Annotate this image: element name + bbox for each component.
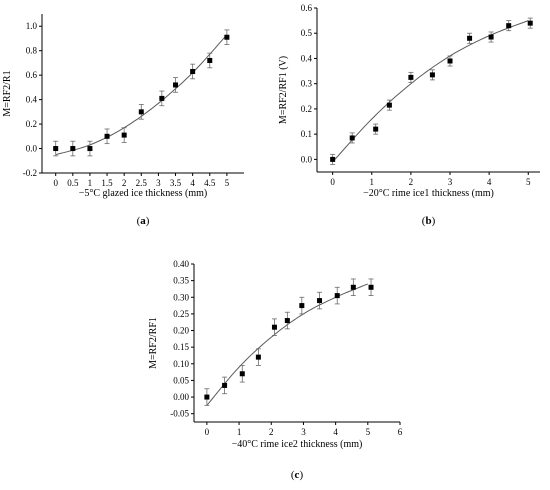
y-tick-label: -0.05: [170, 409, 189, 419]
data-point: [138, 109, 144, 115]
y-tick-label: 0.5: [301, 28, 313, 38]
panel-label: (a): [137, 215, 150, 227]
data-point: [271, 324, 277, 330]
y-tick-label: 1.0: [26, 21, 38, 31]
data-point: [447, 58, 453, 64]
x-tick-label: 3: [156, 178, 161, 188]
data-point: [239, 371, 245, 377]
x-tick-label: 1: [88, 178, 93, 188]
data-point: [350, 284, 356, 290]
y-tick-label: 0.20: [173, 326, 189, 336]
data-point: [408, 74, 414, 80]
data-point: [429, 72, 435, 78]
x-tick-label: 4.5: [204, 178, 216, 188]
y-tick-label: 0.15: [173, 342, 189, 352]
data-point: [368, 284, 374, 290]
data-point: [255, 354, 261, 360]
data-point: [207, 57, 213, 63]
data-point: [87, 146, 93, 152]
data-point: [121, 132, 127, 138]
y-tick-label: -0.2: [23, 168, 37, 178]
fit-curve: [206, 283, 368, 406]
x-tick-label: 4: [487, 177, 492, 187]
data-point: [330, 156, 336, 162]
y-tick-label: 0.40: [173, 259, 189, 269]
panel-label: (b): [422, 215, 436, 227]
chart-panel-1: 0 0.5 1 1.5 2 2.5 3 3.5 4 4.5 5 -0.2 0.0 0.2 0.4 0.6 0.8…: [2, 14, 244, 227]
x-tick-label: 3.5: [170, 178, 182, 188]
x-axis-title: −40°C rime ice2 thickness (mm): [232, 439, 363, 450]
y-tick-label: 0.25: [173, 309, 189, 319]
y-tick-label: 0.30: [173, 292, 189, 302]
y-tick-label: 0.00: [173, 392, 189, 402]
data-point: [299, 303, 305, 309]
x-tick-label: 2: [409, 177, 414, 187]
y-tick-label: 0.05: [173, 375, 189, 385]
data-point: [334, 293, 340, 299]
y-tick-label: 0.2: [26, 119, 37, 129]
y-tick-label: 0.4: [26, 95, 38, 105]
x-tick-label: 3: [448, 177, 453, 187]
y-axis-title: M=RF2/R1: [2, 70, 13, 116]
y-tick-label: 0.6: [26, 70, 38, 80]
y-tick-label: 0.10: [173, 359, 189, 369]
x-axis-title: −5°C glazed ice thickness (mm): [79, 188, 208, 199]
data-point: [527, 20, 533, 26]
y-tick-label: 0.6: [301, 3, 313, 13]
y-tick-label: 0.1: [301, 129, 312, 139]
data-point: [159, 95, 165, 101]
y-tick-label: 0.2: [301, 104, 312, 114]
x-tick-label: 0: [205, 427, 210, 437]
x-tick-label: 5: [366, 427, 371, 437]
x-tick-label: 5: [526, 177, 531, 187]
data-point: [53, 146, 59, 152]
chart-panel-2: 0 1 2 3 4 5 0.0 0.1 0.2 0.3 0.4 0.5 0.6 −20°C rime ic…: [278, 3, 540, 227]
data-point: [317, 298, 323, 304]
data-point: [488, 34, 494, 40]
y-tick-label: 0.35: [173, 276, 189, 286]
x-tick-label: 5: [225, 178, 230, 188]
fit-curve: [332, 20, 529, 163]
x-tick-label: 3: [301, 427, 306, 437]
x-tick-label: 2.5: [136, 178, 148, 188]
x-axis-title: −20°C rime ice1 thickness (mm): [363, 188, 494, 199]
x-tick-label: 2: [122, 178, 127, 188]
data-point: [190, 68, 196, 74]
x-tick-label: 4: [190, 178, 195, 188]
y-axis-title: M=RF2/RF1 (V): [278, 56, 289, 124]
y-tick-label: 0.0: [301, 154, 313, 164]
data-point: [70, 146, 76, 152]
data-point: [386, 102, 392, 108]
data-point: [173, 82, 179, 88]
y-tick-label: 0.8: [26, 46, 38, 56]
data-point: [222, 382, 228, 388]
y-tick-label: 0.0: [26, 144, 38, 154]
data-point: [506, 23, 512, 29]
data-point: [373, 126, 379, 132]
fit-curve: [55, 34, 228, 156]
panel-label: (c): [291, 469, 304, 481]
x-tick-label: 6: [398, 427, 403, 437]
x-tick-label: 0: [53, 178, 58, 188]
data-point: [467, 35, 473, 41]
y-tick-label: 0.4: [301, 53, 313, 63]
data-point: [224, 34, 230, 40]
data-point: [284, 318, 290, 324]
y-axis-title: M=RF2/RF1: [148, 317, 159, 369]
chart-panel-3: 0 1 2 3 4 5 6 -0.05 0.00 0.05 0.10 0.15 0.20 0.25 0.30…: [148, 259, 403, 481]
data-point: [349, 135, 355, 141]
x-tick-label: 1.5: [101, 178, 113, 188]
data-point: [204, 394, 210, 400]
x-tick-label: 0.5: [67, 178, 79, 188]
y-tick-label: 0.3: [301, 79, 313, 89]
x-tick-label: 0: [330, 177, 335, 187]
x-tick-label: 4: [333, 427, 338, 437]
data-point: [104, 133, 110, 139]
x-tick-label: 1: [370, 177, 375, 187]
x-tick-label: 1: [237, 427, 242, 437]
x-tick-label: 2: [269, 427, 274, 437]
